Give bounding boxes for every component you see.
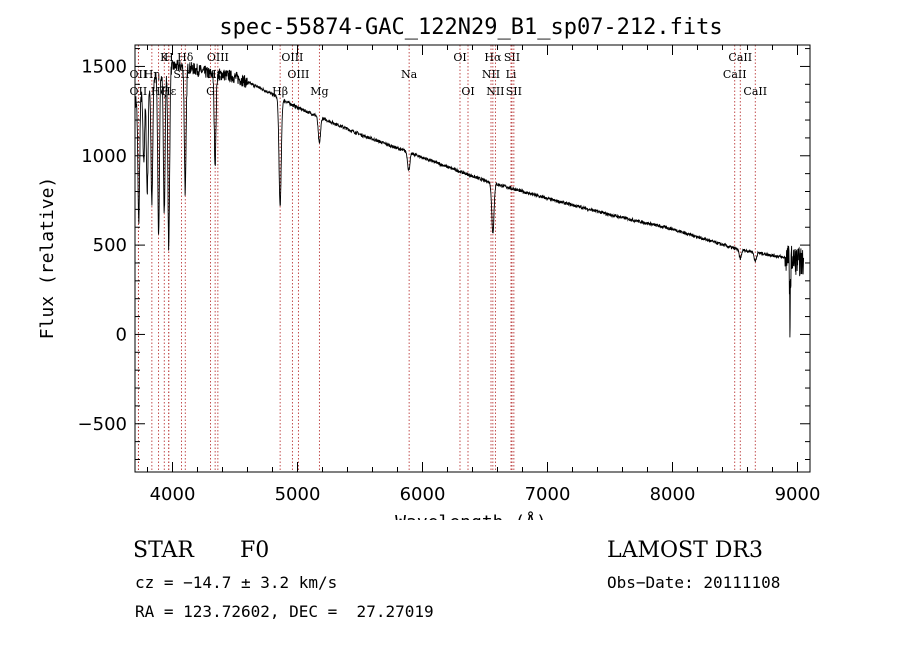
spectrum-trace <box>135 59 805 338</box>
line-marker-label: K <box>160 51 169 64</box>
line-marker-label: Mg <box>310 85 328 98</box>
line-marker-label: SII <box>504 51 520 64</box>
line-marker-label: SII <box>506 85 522 98</box>
y-tick-label: −500 <box>78 414 127 435</box>
object-class: STAR <box>133 538 194 563</box>
object-subclass: F0 <box>240 538 270 563</box>
line-marker-label: NII <box>482 68 500 81</box>
obs-date-text: Obs−Date: 20111108 <box>607 573 781 592</box>
line-marker-label: CaII <box>728 51 752 64</box>
line-marker-label: OIII <box>281 51 303 64</box>
x-tick-label: 7000 <box>525 484 571 505</box>
x-tick-label: 4000 <box>150 484 196 505</box>
line-marker-label: CaII <box>723 68 747 81</box>
spectrum-plot: spec-55874-GAC_122N29_B1_sp07-212.fits H… <box>37 15 821 520</box>
x-axis-label: Wavelength (Å) <box>395 511 547 520</box>
line-marker-label: OI <box>453 51 466 64</box>
line-marker-label: OII <box>130 85 148 98</box>
line-marker-label: H <box>164 51 174 64</box>
line-marker-label: G <box>206 85 215 98</box>
y-tick-label: 1000 <box>81 146 127 167</box>
x-tick-label: 5000 <box>275 484 321 505</box>
line-marker-label: NII <box>486 85 504 98</box>
line-marker-label: Hδ <box>177 51 194 64</box>
y-axis-label: Flux (relative) <box>37 177 58 340</box>
y-tick-label: 0 <box>116 324 127 345</box>
line-marker-label: OIII <box>207 51 229 64</box>
line-marker-label: SII <box>173 68 189 81</box>
x-tick-label: 9000 <box>775 484 821 505</box>
chart-title: spec-55874-GAC_122N29_B1_sp07-212.fits <box>219 15 722 40</box>
x-tick-label: 6000 <box>400 484 446 505</box>
line-marker-label: Hε <box>161 85 177 98</box>
survey-name: LAMOST DR3 <box>607 538 763 563</box>
plot-frame <box>134 44 811 473</box>
line-marker-label: Hα <box>484 51 502 64</box>
line-marker-label: Na <box>401 68 418 81</box>
x-tick-label: 8000 <box>650 484 696 505</box>
line-marker-label: OI <box>461 85 474 98</box>
line-marker-label: Li <box>506 68 517 81</box>
redshift-text: cz = −14.7 ± 3.2 km/s <box>135 573 338 592</box>
y-tick-label: 1500 <box>81 56 127 77</box>
y-tick-label: 500 <box>93 235 127 256</box>
line-marker-label: CaII <box>743 85 767 98</box>
coordinates-text: RA = 123.72602, DEC = 27.27019 <box>135 602 434 621</box>
line-marker-label: Hη <box>144 68 160 81</box>
line-marker-label: OIII <box>287 68 309 81</box>
